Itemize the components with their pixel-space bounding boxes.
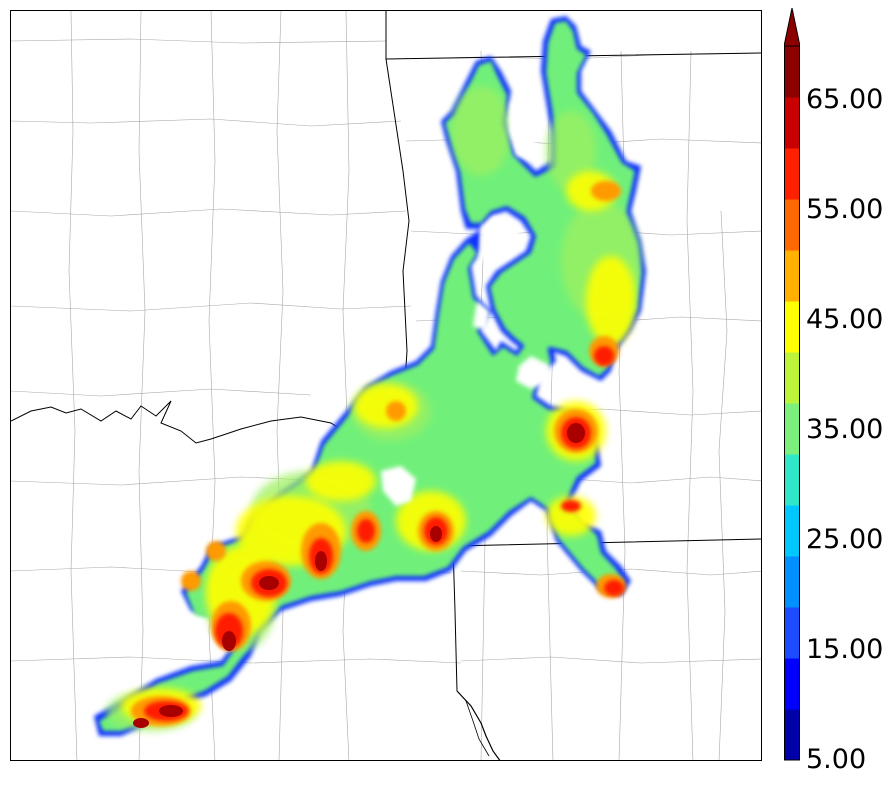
reflectivity-field — [94, 16, 646, 736]
colorbar-segment — [784, 658, 800, 710]
colorbar-segment — [784, 556, 800, 608]
colorbar-label: 65.00 — [806, 84, 884, 115]
colorbar-label: 55.00 — [806, 194, 884, 225]
colorbar — [784, 8, 800, 761]
colorbar-segment — [784, 148, 800, 200]
colorbar-segment — [784, 301, 800, 353]
colorbar-label: 45.00 — [806, 304, 884, 335]
colorbar-label: 35.00 — [806, 414, 884, 445]
colorbar-segment — [784, 403, 800, 455]
colorbar-segment — [784, 97, 800, 149]
colorbar-segment — [784, 709, 800, 761]
colorbar-segment — [784, 250, 800, 302]
colorbar-segment — [784, 352, 800, 404]
colorbar-segment — [784, 199, 800, 251]
radar-map — [10, 10, 762, 761]
colorbar-label: 15.00 — [806, 634, 884, 665]
colorbar-label: 5.00 — [806, 744, 867, 775]
colorbar-segment — [784, 505, 800, 557]
colorbar-border — [784, 45, 800, 761]
colorbar-segment — [784, 607, 800, 659]
colorbar-segment — [784, 454, 800, 506]
colorbar-extend-arrow — [784, 8, 800, 47]
colorbar-segment — [784, 46, 800, 98]
colorbar-label: 25.00 — [806, 524, 884, 555]
map-canvas — [11, 11, 761, 760]
